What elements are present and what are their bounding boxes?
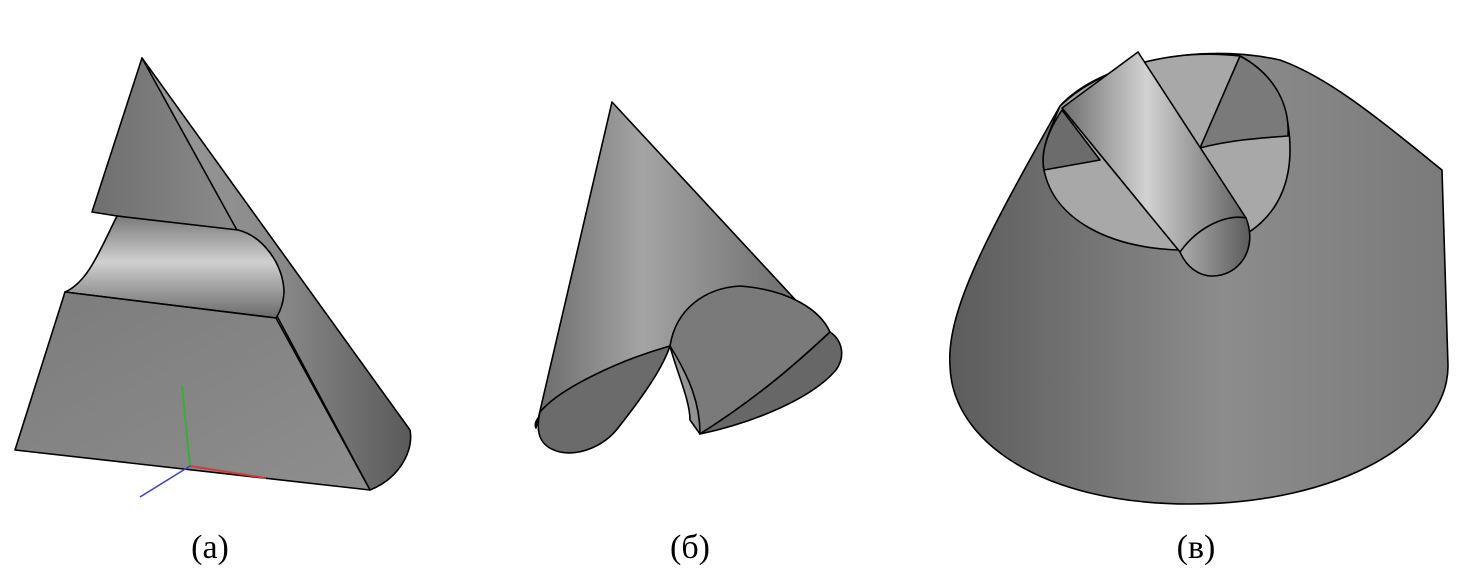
model-b-right-face: [699, 331, 843, 435]
model-a-top-face: [91, 57, 239, 233]
axis-z-line: [139, 465, 191, 498]
model-c-cylinder-end: [1179, 216, 1247, 253]
caption-b: (б): [670, 529, 710, 566]
model-a-front-face: [14, 291, 371, 491]
model-a-groove: [64, 215, 285, 319]
caption-a: (а): [191, 529, 229, 566]
model-b-left-face: [537, 345, 671, 454]
axis-y-line: [181, 385, 191, 467]
panel-b: (б): [534, 101, 843, 566]
panel-a: (а): [14, 57, 412, 566]
caption-c: (в): [1177, 529, 1216, 566]
model-c-cap-recess-right: [1199, 55, 1289, 149]
model-c-cylinder: [1061, 51, 1251, 277]
panel-c: (в): [948, 51, 1449, 566]
model-c-cap-recess: [1042, 109, 1101, 171]
axis-x-line: [189, 465, 267, 479]
